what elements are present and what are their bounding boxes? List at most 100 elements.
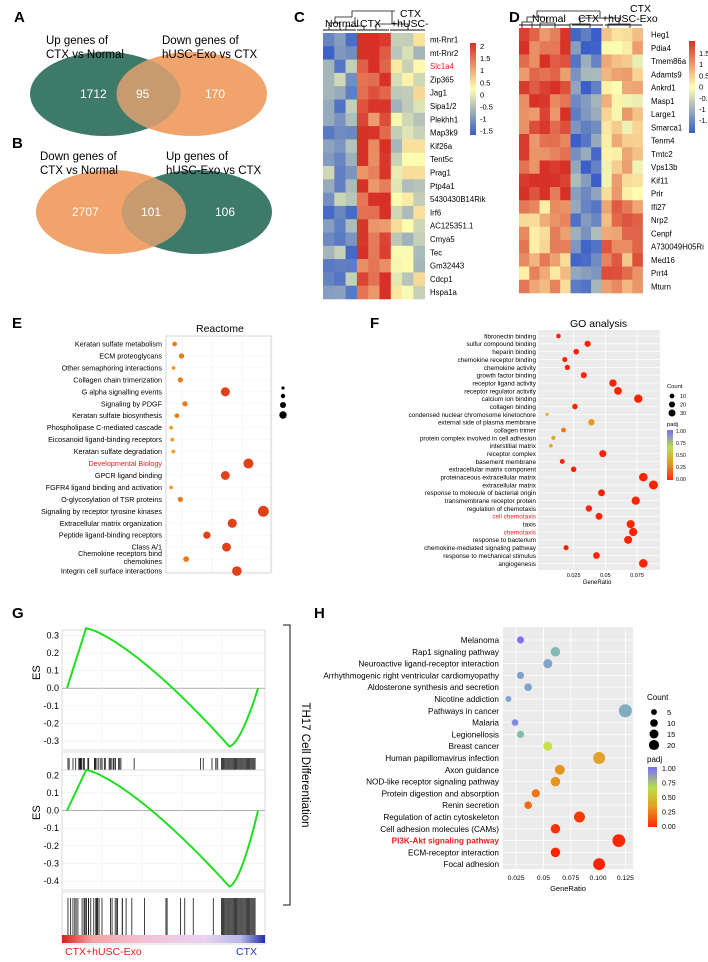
heatmap-d-cell [570, 147, 582, 161]
go-term-label: proteinaceous extracellular matrix [440, 475, 536, 482]
heatmap-d-cell [549, 266, 561, 281]
heatmap-c-cell [345, 205, 358, 220]
kegg-size-legend-label: 5 [667, 708, 671, 717]
heatmap-c-cell [402, 232, 414, 247]
heatmap-c-cell [356, 179, 369, 193]
reactome-size-legend-dot [280, 402, 286, 408]
heatmap-c-cell [356, 86, 369, 100]
heatmap-d-cell [549, 200, 561, 214]
heatmap-d-cell [570, 41, 582, 55]
go-size-legend-label: 10 [680, 394, 686, 400]
kegg-term-label: Pathways in cancer [428, 707, 499, 716]
heatmap-c-cell [402, 126, 414, 140]
heatmap-d-cell [570, 28, 582, 42]
heatmap-d-cell [591, 266, 602, 281]
heatmap-d-gene-label: Tmtc2 [651, 150, 673, 159]
heatmap-c-cell [368, 285, 380, 300]
heatmap-d-cell [591, 173, 602, 188]
go-term-label: angiogenesis [498, 561, 536, 568]
heatmap-c-cell [345, 232, 358, 247]
reactome-dot [203, 531, 211, 539]
heatmap-d-cell [560, 147, 571, 161]
heatmap-c-cell [413, 152, 425, 167]
heatmap-c-cell [368, 33, 380, 47]
heatmap-c-cell [379, 205, 392, 220]
heatmap-c-cell [345, 152, 358, 167]
heatmap-d-cell [601, 81, 612, 95]
heatmap-d-cell [560, 173, 571, 188]
reactome-size-legend-dot [281, 386, 285, 390]
go-dot [631, 496, 640, 505]
heatmap-c-cell [390, 259, 403, 273]
heatmap-d-cell [580, 200, 592, 214]
heatmap-d-cell [529, 54, 540, 69]
heatmap-c-cell [402, 192, 414, 207]
heatmap-c-dendrogram [328, 10, 409, 30]
go-dot [629, 527, 638, 537]
heatmap-d-cell [622, 187, 633, 201]
heatmap-d-cell [611, 160, 623, 175]
heatmap-c-gene-label: Prag1 [430, 169, 451, 178]
heatmap-c-cell [334, 99, 346, 114]
heatmap-d-cell [580, 240, 592, 254]
heatmap-c-cell [345, 192, 358, 207]
heatmap-d-cell [632, 134, 643, 148]
heatmap-c-cell [323, 99, 335, 114]
heatmap-c-cell [379, 219, 392, 233]
heatmap-c-cell [413, 285, 425, 300]
heatmap-d-cell [529, 266, 540, 281]
go-plot-title: GO analysis [570, 318, 627, 330]
heatmap-c: Normal CTXCTX+hUSC-mt-Rnr1mt-Rnr2Slc1a4Zi… [323, 8, 493, 300]
reactome-term-label: Keratan sulfate degradation [74, 447, 162, 456]
reactome-dot [183, 556, 190, 562]
heatmap-d-cell [560, 279, 571, 294]
heatmap-d-gene-label: Mturn [651, 282, 671, 291]
go-dot [551, 435, 556, 440]
reactome-term-label: chemokines [124, 557, 163, 566]
heatmap-d-cell [560, 134, 571, 148]
heatmap-d-cell [519, 173, 530, 188]
heatmap-d-cell [632, 253, 643, 267]
heatmap-c-cell [356, 219, 369, 233]
heatmap-d-cell [632, 81, 643, 95]
heatmap-c-cell [345, 166, 358, 180]
heatmap-c-cell [345, 86, 358, 100]
go-color-legend-title: padj [667, 422, 678, 428]
kegg-term-label: Melanoma [461, 636, 500, 645]
venn-b-overlap [122, 177, 186, 247]
venn-a-right-only: 170 [205, 87, 225, 101]
heatmap-d-dendrogram [521, 10, 631, 29]
heatmap-c-cell [390, 139, 403, 153]
heatmap-d-cell [580, 147, 592, 161]
gsea-es-frame [61, 769, 266, 891]
kegg-dot [550, 847, 561, 858]
heatmap-d-cell [560, 200, 571, 214]
heatmap-c-cell [345, 259, 358, 273]
heatmap-d-cell [601, 200, 612, 214]
heatmap-c-cell [368, 166, 380, 180]
heatmap-c-cell [334, 219, 346, 233]
kegg-term-label: Legionellosis [452, 730, 499, 739]
kegg-size-legend-title: Count [647, 693, 669, 702]
heatmap-c-cell [402, 112, 414, 127]
kegg-size-legend-dot [648, 739, 660, 751]
heatmap-c-gene-label: Cmya5 [430, 235, 455, 244]
heatmap-d-cell [611, 107, 623, 122]
heatmap-d-cell [591, 160, 602, 175]
kegg-color-legend-tick: 0.75 [662, 781, 676, 788]
reactome-term-label: GPCR ligand binding [95, 471, 162, 480]
heatmap-d-cell [560, 28, 571, 42]
heatmap-d-cell [539, 253, 551, 267]
heatmap-d-gene-label: Nrp2 [651, 216, 668, 225]
gsea-ytick-label: 0.1 [46, 666, 59, 676]
heatmap-d-cell [539, 187, 551, 201]
heatmap-c-cell [368, 245, 380, 260]
heatmap-c-cell [379, 99, 392, 114]
heatmap-c-cell [413, 205, 425, 220]
heatmap-c-gene-label: 5430430B14Rik [430, 195, 486, 204]
heatmap-d-gene-label: Heg1 [651, 31, 670, 40]
kegg-dot [618, 704, 632, 718]
heatmap-d-cell [580, 226, 592, 241]
heatmap-d-cell [529, 187, 540, 201]
heatmap-c-cell [390, 232, 403, 247]
